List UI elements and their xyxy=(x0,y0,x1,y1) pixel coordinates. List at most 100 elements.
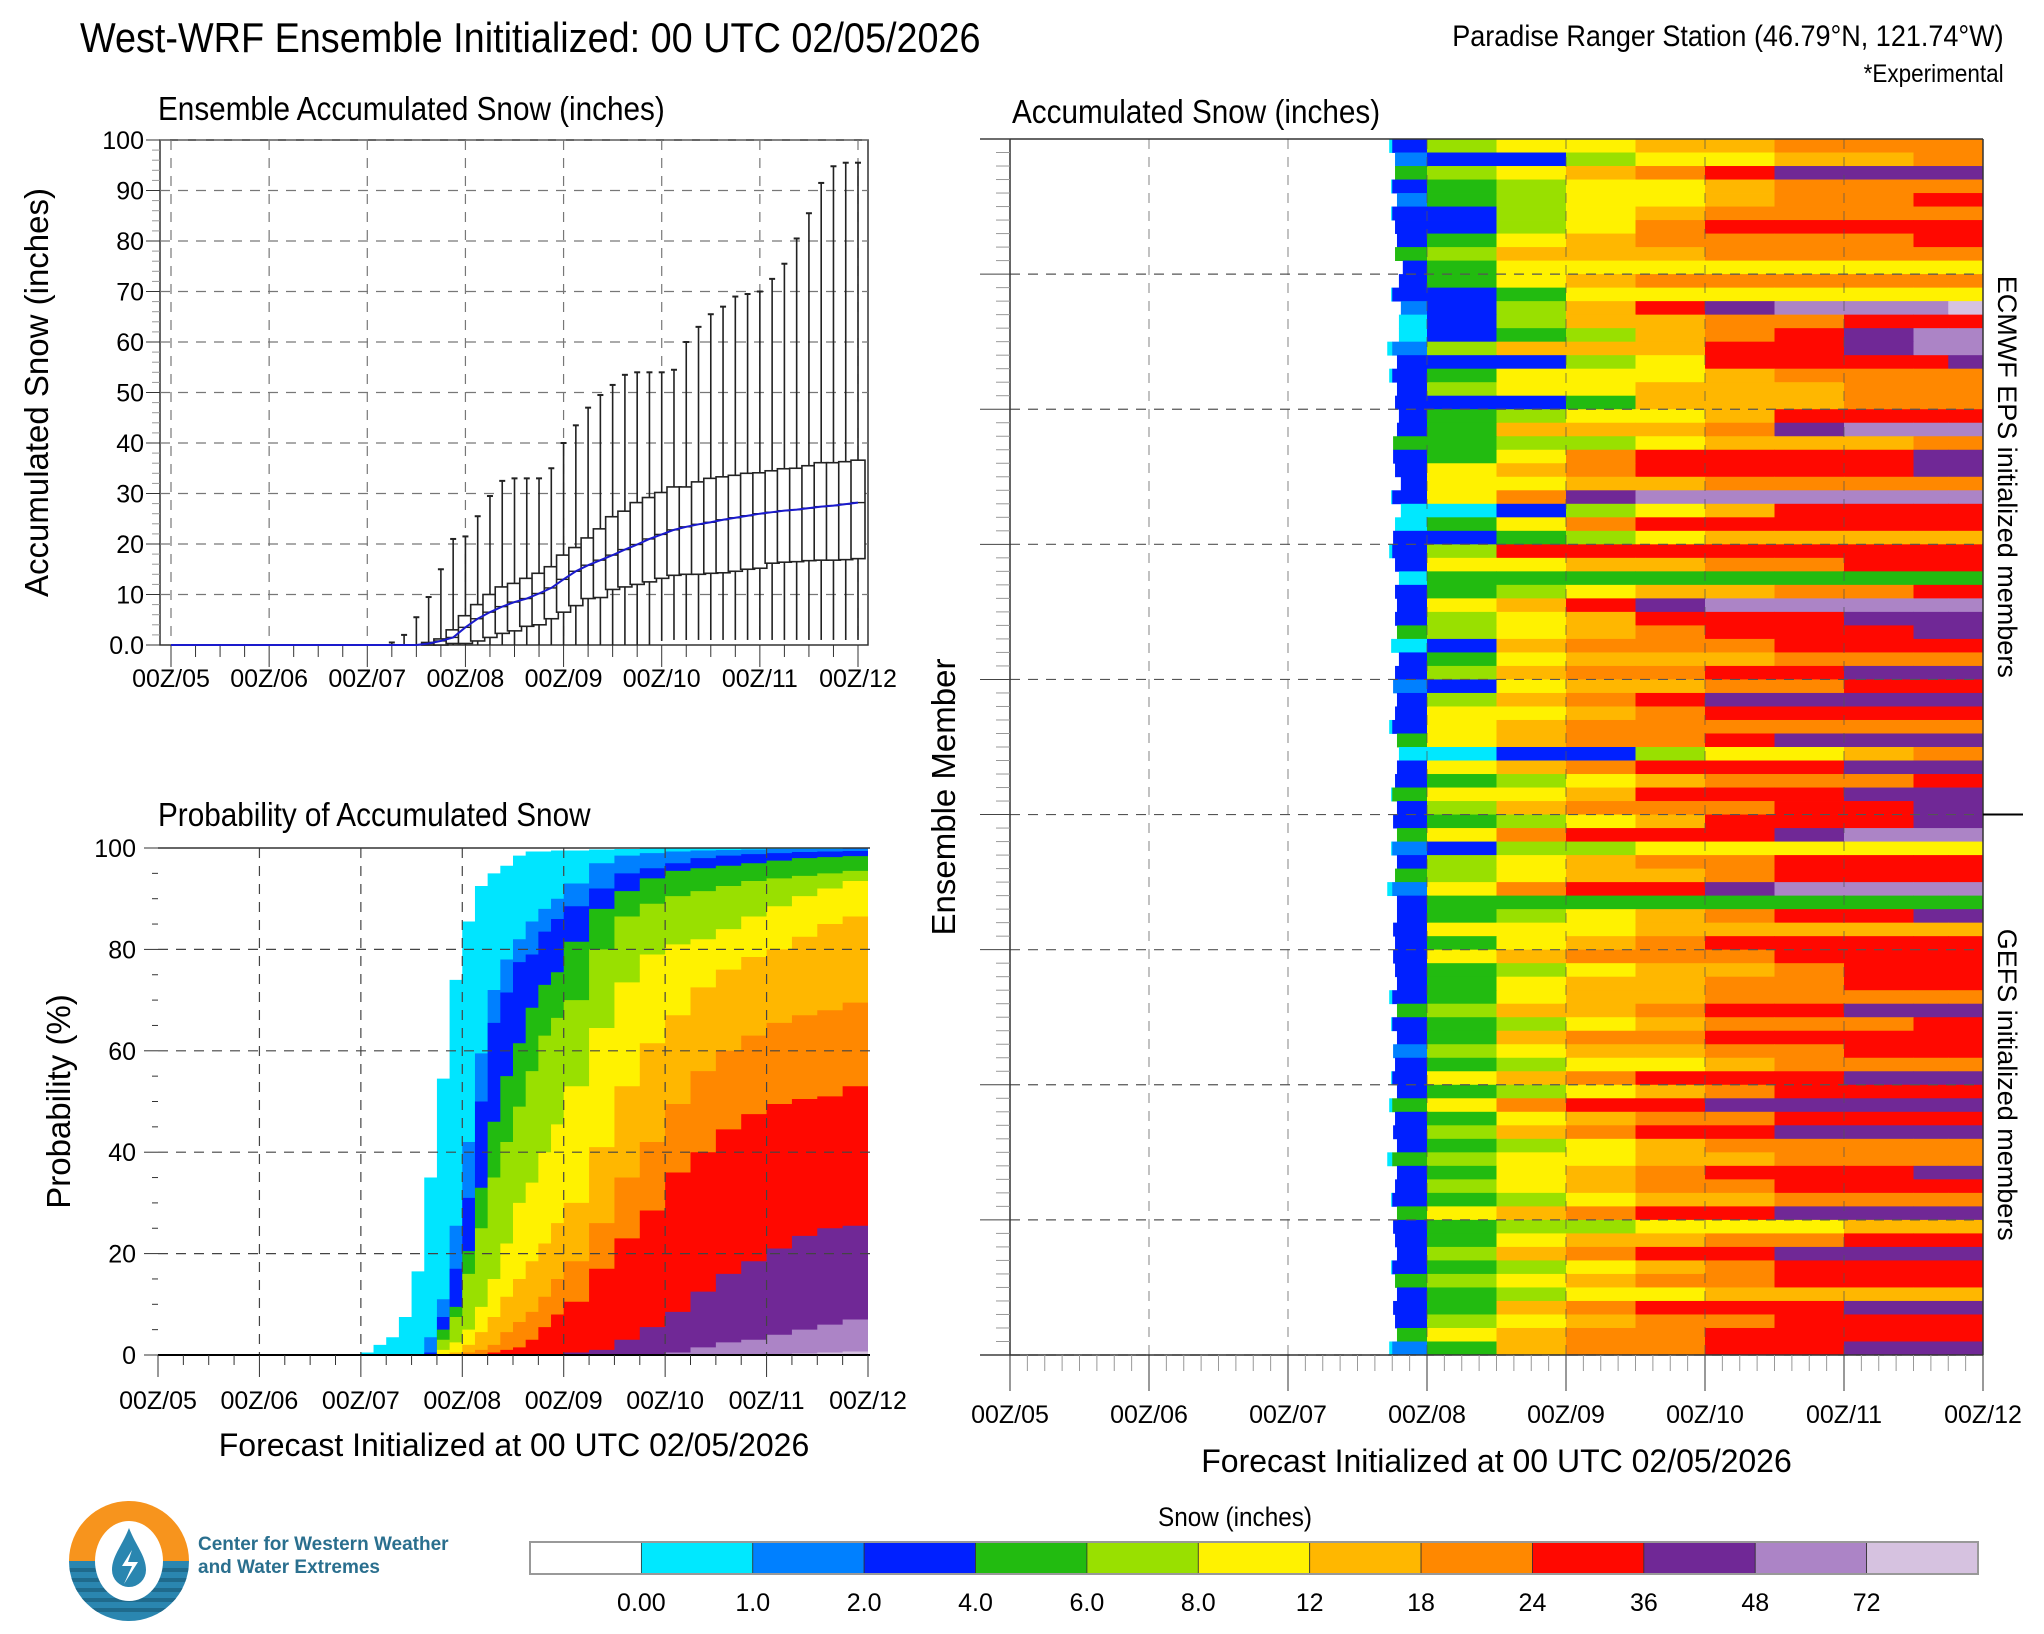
member-cell xyxy=(1496,963,1567,978)
member-cell xyxy=(1705,882,1775,897)
member-cell xyxy=(1948,368,1984,383)
y-tick-label: 70 xyxy=(116,279,144,307)
colorbar-label: 8.0 xyxy=(1181,1589,1216,1617)
member-cell xyxy=(1392,206,1428,221)
member-cell xyxy=(1844,949,1914,964)
member-cell xyxy=(1913,422,1949,437)
member-cell xyxy=(1913,1260,1949,1275)
member-cell xyxy=(1774,274,1845,289)
x-axis-label: Forecast Initialized at 00 UTC 02/05/202… xyxy=(219,1427,810,1463)
member-cell xyxy=(1496,1165,1567,1180)
member-cell xyxy=(1948,895,1984,910)
member-cell xyxy=(1948,1152,1984,1167)
x-tick-label: 00Z/08 xyxy=(423,1387,501,1415)
member-cell xyxy=(1387,1152,1393,1167)
member-cell xyxy=(1566,355,1636,370)
member-cell xyxy=(1948,557,1984,572)
member-cell xyxy=(1566,193,1636,207)
member-cell xyxy=(1948,598,1984,613)
member-cell xyxy=(1635,328,1706,343)
member-cell xyxy=(1705,719,1775,734)
member-cell xyxy=(1427,706,1497,721)
member-cell xyxy=(1774,747,1845,761)
member-cell xyxy=(1774,611,1845,626)
member-cell xyxy=(1844,1165,1914,1180)
member-cell xyxy=(1774,382,1845,397)
member-cell xyxy=(1566,517,1636,532)
member-cell xyxy=(1774,814,1845,829)
member-cell xyxy=(1913,1071,1949,1086)
y-tick-label: 40 xyxy=(116,430,144,458)
member-cell xyxy=(1396,598,1428,613)
member-cell xyxy=(1427,166,1497,180)
member-cell xyxy=(1496,733,1567,748)
member-cell xyxy=(1635,193,1706,207)
boxplot-chart: 0.0 10 20 30 40 50 60 70 80 90 100 00Z/05 00Z/06 00Z/… xyxy=(18,127,897,693)
member-cell xyxy=(1427,1152,1497,1167)
member-cell xyxy=(1948,990,1984,1005)
member-cell xyxy=(1774,409,1845,424)
member-cell xyxy=(1395,1057,1428,1072)
member-cell xyxy=(1948,517,1984,532)
member-cell xyxy=(1566,490,1636,505)
member-cell xyxy=(1705,1057,1775,1072)
member-cell xyxy=(1566,1233,1636,1248)
member-cell xyxy=(1635,206,1706,221)
cw3e-logo-icon xyxy=(69,1501,189,1621)
member-cell xyxy=(1566,652,1636,667)
member-cell xyxy=(1392,1260,1428,1275)
member-cell xyxy=(1635,922,1706,937)
member-cell xyxy=(1427,260,1497,275)
member-cell xyxy=(1774,598,1845,613)
member-cell xyxy=(1427,274,1497,289)
member-cell xyxy=(1948,1084,1984,1099)
member-cell xyxy=(1635,1314,1706,1329)
member-cell xyxy=(1913,530,1949,545)
member-cell xyxy=(1496,949,1567,964)
member-cell xyxy=(1396,355,1428,370)
member-cell xyxy=(1496,517,1567,532)
member-cell xyxy=(1396,1246,1428,1261)
member-cell xyxy=(1496,206,1567,221)
member-cell xyxy=(1844,598,1914,613)
member-cell xyxy=(1705,1084,1775,1099)
member-cell xyxy=(1844,247,1914,261)
member-cell xyxy=(1496,220,1567,234)
member-cell xyxy=(1635,301,1706,316)
member-cell xyxy=(1948,1030,1984,1045)
member-cell xyxy=(1398,652,1428,667)
y-tick-label: 40 xyxy=(108,1139,136,1167)
member-cell xyxy=(1705,679,1775,694)
member-cell xyxy=(1913,220,1949,234)
member-cell xyxy=(1496,1017,1567,1032)
colorbar-swatch xyxy=(1532,1541,1645,1575)
member-cell xyxy=(1705,598,1775,613)
member-cell xyxy=(1427,963,1497,978)
member-cell xyxy=(1635,1165,1706,1180)
member-cell xyxy=(1427,233,1497,248)
member-cell xyxy=(1705,152,1775,167)
member-cell xyxy=(1427,1341,1497,1356)
member-cell xyxy=(1913,868,1949,883)
member-cell xyxy=(1391,1260,1393,1275)
x-tick-label: 00Z/11 xyxy=(1806,1401,1882,1429)
member-cell xyxy=(1705,395,1775,410)
member-cell xyxy=(1427,544,1497,559)
member-cell xyxy=(1913,355,1949,370)
member-cell xyxy=(1427,1125,1497,1140)
member-cell xyxy=(1496,260,1567,275)
member-cell xyxy=(1496,1179,1567,1194)
member-cell xyxy=(1774,1003,1845,1018)
member-cell xyxy=(1913,557,1949,572)
member-cell xyxy=(1844,301,1914,316)
member-cell xyxy=(1427,976,1497,991)
member-cell xyxy=(1400,301,1428,316)
member-cell xyxy=(1705,139,1775,153)
member-cell xyxy=(1566,990,1636,1005)
member-cell xyxy=(1705,463,1775,478)
member-cell xyxy=(1913,936,1949,951)
member-cell xyxy=(1948,530,1984,545)
member-cell xyxy=(1392,490,1428,505)
median-line xyxy=(171,501,859,646)
member-cell xyxy=(1496,1030,1567,1045)
